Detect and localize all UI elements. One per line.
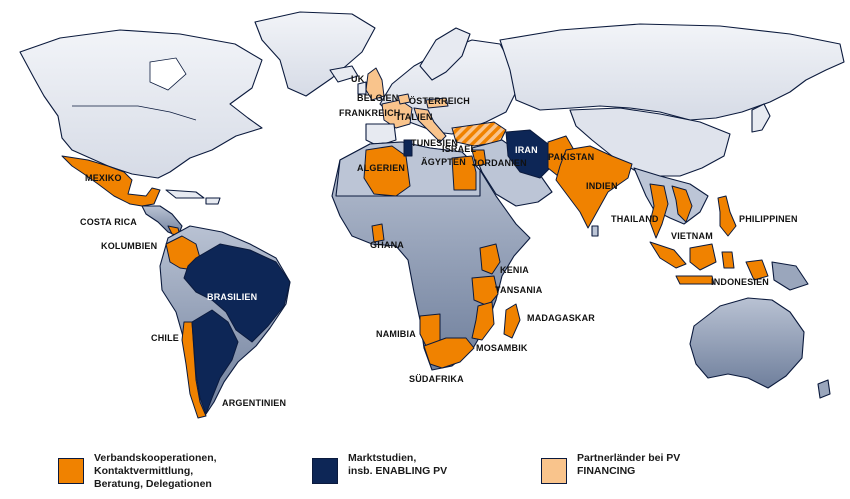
label-tansania: TANSANIA [495,285,543,295]
thailand-shape[interactable] [649,183,669,239]
kenia-shape[interactable] [479,243,501,275]
ireland [357,81,367,95]
brasilien-shape[interactable] [183,243,291,343]
label-mosambik: MOSAMBIK [476,343,528,353]
label-brasilien: BRASILIEN [207,292,257,302]
hudson-bay [149,57,187,91]
label-indonesien: INDONESIEN [711,277,769,287]
argentinien-shape[interactable] [191,309,239,415]
legend-label: Partnerländer bei PV FINANCING [577,452,680,478]
new-zealand [817,379,831,399]
legend-item-marktstudien: Marktstudien, insb. ENABLING PV [312,452,447,484]
iran-shape[interactable] [505,129,553,179]
oesterreich-shape[interactable] [425,97,449,109]
label-jordanien: JORDANIEN [472,158,527,168]
legend-line: Partnerländer bei PV [577,452,681,464]
legend-item-verbandskooperationen: Verbandskooperationen, Kontaktvermittlun… [58,452,217,491]
cuba [165,189,205,199]
legend-line: FINANCING [577,465,636,477]
label-kenia: KENIA [500,265,529,275]
legend-line: Kontaktvermittlung, [94,465,194,477]
label-suedafrika: SÜDAFRIKA [409,374,464,384]
label-iran: IRAN [515,145,538,155]
hispaniola [205,197,221,205]
label-kolumbien: KOLUMBIEN [101,241,157,251]
north-america [19,29,263,179]
indien-shape[interactable] [555,145,633,229]
label-mexiko: MEXIKO [85,173,122,183]
label-ghana: GHANA [370,240,404,250]
legend-swatch-orange [58,458,84,484]
sri-lanka [591,225,599,237]
italien-shape[interactable] [413,107,447,143]
label-belgien: BELGIEN [357,93,398,103]
label-uk: UK [351,74,365,84]
label-indien: INDIEN [586,181,618,191]
scandinavia [419,27,471,81]
aegypten-shape[interactable] [451,155,477,191]
tansania-shape[interactable] [471,275,499,307]
label-namibia: NAMIBIA [376,329,416,339]
jordanien-shape[interactable] [471,149,487,167]
label-frankreich: FRANKREICH [339,108,401,118]
tunesien-shape[interactable] [403,139,413,157]
world-map: UK BELGIEN ÖSTERREICH FRANKREICH ITALIEN… [19,11,845,419]
legend-swatch-peach [541,458,567,484]
mexico-shape[interactable] [61,155,161,207]
philippinen-shape[interactable] [717,195,737,237]
legend-item-pv-financing: Partnerländer bei PV FINANCING [541,452,680,484]
mosambik-shape[interactable] [471,301,495,341]
china-region [569,107,731,177]
legend-line: Marktstudien, [348,452,417,464]
label-algerien: ALGERIEN [357,163,405,173]
label-chile: CHILE [151,333,179,343]
label-madagaskar: MADAGASKAR [527,313,595,323]
usa-canada-border [72,105,197,121]
madagaskar-shape[interactable] [503,303,521,339]
label-argentinien: ARGENTINIEN [222,398,286,408]
algerien-shape[interactable] [363,145,411,197]
ghana-shape[interactable] [371,223,385,243]
indonesien-shape-5[interactable] [745,259,769,281]
label-philippinen: PHILIPPINEN [739,214,798,224]
new-guinea [771,261,809,291]
label-tunesien: TUNESIEN [411,138,458,148]
legend-label: Marktstudien, insb. ENABLING PV [348,452,447,478]
belgien-shape[interactable] [397,93,411,105]
label-pakistan: PAKISTAN [548,152,594,162]
label-italien: ITALIEN [397,112,433,122]
label-israel: ISRAEL [442,144,477,154]
legend-line: Verbandskooperationen, [94,452,217,464]
label-vietnam: VIETNAM [671,231,713,241]
label-thailand: THAILAND [611,214,659,224]
greenland [254,11,376,97]
indonesien-shape-3[interactable] [675,275,715,285]
vietnam-shape[interactable] [671,185,693,223]
indonesien-shape-1[interactable] [649,241,687,269]
iceland [329,65,359,83]
legend-line: Beratung, Delegationen [94,478,212,490]
indonesien-shape-4[interactable] [721,251,735,269]
legend-label: Verbandskooperationen, Kontaktvermittlun… [94,452,217,491]
australia [689,297,805,389]
suedafrika-shape[interactable] [423,337,475,369]
japan [751,103,771,133]
label-costa-rica: COSTA RICA [80,217,137,227]
legend-swatch-navy [312,458,338,484]
label-aegypten: ÄGYPTEN [421,157,466,167]
legend-line: insb. ENABLING PV [348,465,448,477]
russia-asia [499,23,845,121]
indonesien-shape-2[interactable] [689,243,717,271]
label-oesterreich: ÖSTERREICH [409,96,470,106]
